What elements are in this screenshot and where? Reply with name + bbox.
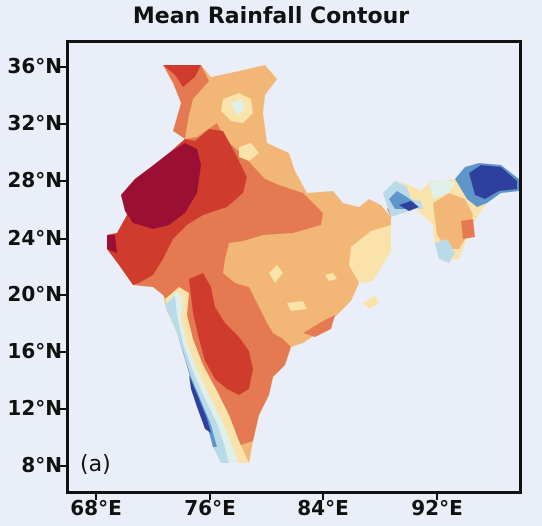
y-tick-label: 20°N bbox=[7, 282, 62, 306]
map-title: Mean Rainfall Contour bbox=[0, 4, 542, 29]
contour-low bbox=[363, 295, 379, 309]
y-tick-label: 28°N bbox=[7, 168, 62, 192]
rainfall-contour-map bbox=[69, 43, 519, 491]
y-tick-label: 8°N bbox=[21, 453, 62, 477]
x-tick bbox=[322, 494, 324, 500]
y-tick-label: 32°N bbox=[7, 111, 62, 135]
x-tick bbox=[95, 494, 97, 500]
y-tick-label: 12°N bbox=[7, 396, 62, 420]
y-tick-label: 24°N bbox=[7, 226, 62, 250]
map-plot-area bbox=[66, 40, 522, 494]
contour-ne-mid-high bbox=[461, 219, 475, 239]
y-tick-label: 36°N bbox=[7, 54, 62, 78]
panel-label: (a) bbox=[80, 452, 111, 477]
x-tick bbox=[209, 494, 211, 500]
x-tick bbox=[436, 494, 438, 500]
contour-ne-wet-dark bbox=[469, 165, 517, 199]
y-tick-label: 16°N bbox=[7, 339, 62, 363]
